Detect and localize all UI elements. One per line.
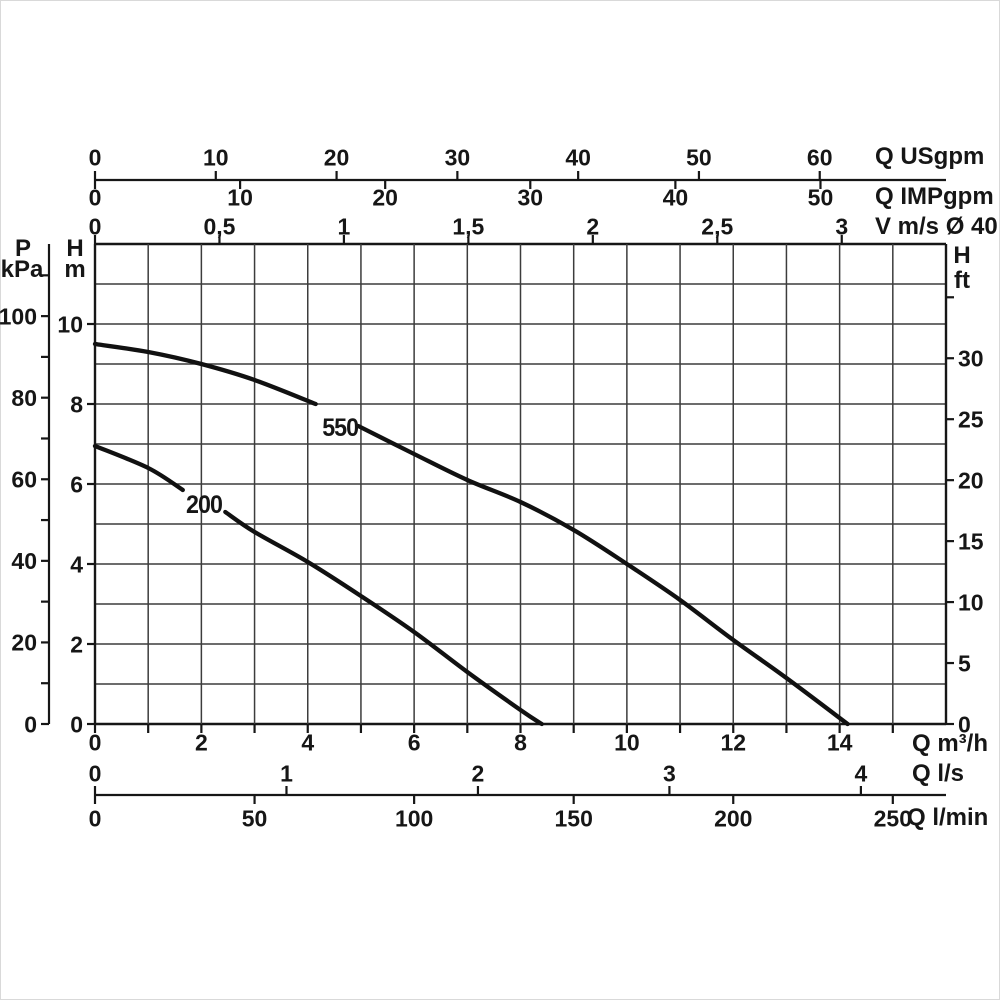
head-ft-tick-label: 15	[958, 528, 984, 554]
ls-tick-label: 4	[855, 760, 868, 786]
velocity-axis-unit-label: V m/s Ø 40	[875, 213, 998, 240]
impgpm-tick-label: 30	[517, 184, 543, 210]
head-m-tick-label: 2	[70, 631, 83, 657]
kpa-tick-label: 40	[11, 548, 37, 574]
impgpm-axis-unit-label: Q IMPgpm	[875, 183, 994, 210]
m3h-tick-label: 0	[89, 729, 102, 755]
usgpm-tick-label: 30	[445, 144, 471, 170]
curve-200	[92, 443, 185, 493]
head-ft-axis-header-ft: ft	[954, 267, 970, 294]
ls-tick-label: 1	[280, 760, 293, 786]
head-ft-axis-header-h: H	[953, 242, 971, 269]
lmin-tick-label: 200	[714, 805, 752, 831]
lmin-tick-label: 150	[555, 805, 593, 831]
curve-label-550: 550	[322, 414, 358, 442]
head-ft-tick-label: 30	[958, 346, 984, 372]
curve-label-200: 200	[186, 491, 222, 519]
curve-200	[223, 509, 544, 727]
head-ft-tick-label: 20	[958, 467, 984, 493]
head-m-axis-header-m: m	[64, 256, 86, 283]
velocity-tick-label: 2	[586, 213, 599, 239]
impgpm-tick-label: 50	[808, 184, 834, 210]
impgpm-tick-label: 0	[89, 184, 102, 210]
m3h-tick-label: 8	[514, 729, 527, 755]
curve-550	[92, 341, 318, 407]
m3h-tick-label: 4	[301, 729, 314, 755]
ls-axis-unit-label: Q l/s	[912, 760, 965, 787]
usgpm-tick-label: 10	[203, 144, 229, 170]
velocity-tick-label: 1,5	[452, 213, 484, 239]
head-m-tick-label: 6	[70, 471, 83, 497]
kpa-tick-label: 100	[0, 303, 37, 329]
head-ft-tick-label: 0	[958, 711, 971, 737]
m3h-tick-label: 12	[720, 729, 746, 755]
lmin-tick-label: 250	[874, 805, 912, 831]
impgpm-tick-label: 10	[227, 184, 253, 210]
velocity-tick-label: 0	[89, 213, 102, 239]
impgpm-tick-label: 20	[372, 184, 398, 210]
head-m-tick-label: 10	[57, 311, 83, 337]
head-m-tick-label: 8	[70, 391, 83, 417]
ls-tick-label: 0	[89, 760, 102, 786]
lmin-axis-unit-label: Q l/min	[907, 804, 989, 831]
lmin-tick-label: 50	[242, 805, 268, 831]
kpa-tick-label: 60	[11, 467, 37, 493]
ls-tick-label: 3	[663, 760, 676, 786]
m3h-tick-label: 10	[614, 729, 640, 755]
usgpm-tick-label: 60	[807, 144, 833, 170]
m3h-axis-unit-label: Q m³/h	[912, 730, 988, 757]
velocity-tick-label: 0,5	[203, 213, 235, 239]
usgpm-tick-label: 40	[565, 144, 591, 170]
kpa-tick-label: 20	[11, 630, 37, 656]
kpa-tick-label: 80	[11, 385, 37, 411]
velocity-tick-label: 2,5	[701, 213, 733, 239]
m3h-tick-label: 2	[195, 729, 208, 755]
velocity-tick-label: 3	[835, 213, 848, 239]
head-ft-tick-label: 25	[958, 406, 984, 432]
usgpm-tick-label: 20	[324, 144, 350, 170]
usgpm-tick-label: 50	[686, 144, 712, 170]
usgpm-tick-label: 0	[89, 144, 102, 170]
head-m-axis-header-h: H	[66, 235, 84, 262]
lmin-tick-label: 100	[395, 805, 433, 831]
head-ft-tick-label: 10	[958, 589, 984, 615]
velocity-tick-label: 1	[338, 213, 351, 239]
lmin-tick-label: 0	[89, 805, 102, 831]
ls-tick-label: 2	[472, 760, 485, 786]
pressure-axis-header-p: P	[14, 235, 31, 262]
usgpm-axis-unit-label: Q USgpm	[875, 143, 985, 170]
impgpm-tick-label: 40	[663, 184, 689, 210]
head-m-tick-label: 0	[70, 711, 83, 737]
m3h-tick-label: 14	[827, 729, 853, 755]
pressure-axis-header-kpa: kPa	[0, 256, 44, 283]
m3h-tick-label: 6	[408, 729, 421, 755]
kpa-tick-label: 0	[24, 711, 37, 737]
head-ft-tick-label: 5	[958, 650, 971, 676]
head-m-tick-label: 4	[70, 551, 83, 577]
curve-550	[356, 423, 850, 727]
